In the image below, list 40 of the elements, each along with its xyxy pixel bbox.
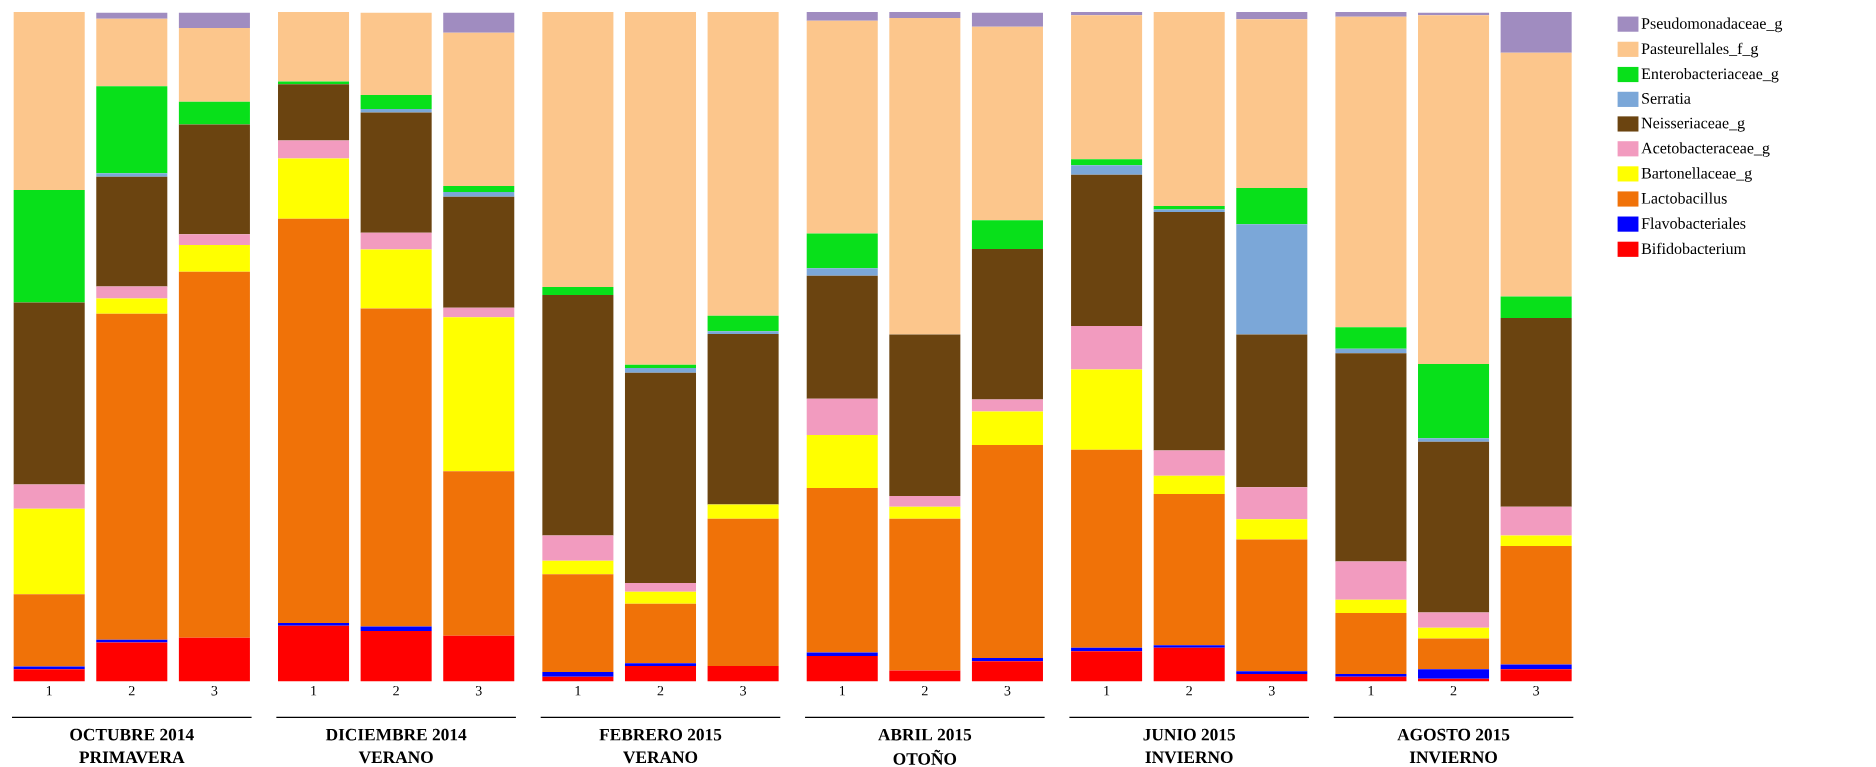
x-tick-label: 3: [1533, 686, 1540, 696]
text: ABRIL 2015: [878, 728, 972, 741]
x-tick-label: 3: [475, 686, 482, 696]
legend-label: Bartonellaceae_g: [1641, 167, 1752, 183]
text: OTOÑO: [893, 749, 957, 766]
x-tick-label: 3: [1268, 686, 1275, 696]
x-tick-label: 2: [1450, 686, 1457, 696]
x-tick-label: 1: [1104, 686, 1110, 696]
text: AGOSTO 2015: [1397, 728, 1510, 741]
legend-label: Bifidobacterium: [1641, 242, 1746, 255]
x-tick-label: 1: [46, 686, 52, 696]
text: DICIEMBRE 2014: [325, 728, 467, 741]
text: PRIMAVERA: [79, 751, 185, 764]
text: VERANO: [358, 751, 433, 764]
x-tick-label: 2: [921, 686, 928, 696]
x-tick-label: 1: [1368, 686, 1374, 696]
text: JUNIO 2015: [1143, 728, 1236, 741]
legend-label: Enterobacteriaceae_g: [1641, 68, 1779, 83]
x-tick-label: 2: [1186, 686, 1192, 696]
legend-label: Lactobacillus: [1641, 192, 1727, 204]
x-tick-label: 1: [575, 686, 581, 696]
legend-label: Pseudomonadaceae_g: [1641, 17, 1783, 33]
text: INVIERNO: [1145, 751, 1233, 764]
x-tick-label: 3: [740, 686, 747, 696]
legend-label: Flavobacteriales: [1641, 217, 1746, 229]
x-tick-label: 2: [657, 686, 664, 696]
x-tick-label: 2: [128, 686, 135, 696]
legend-label: Serratia: [1642, 93, 1691, 104]
legend-label: Pasteurellales_f_g: [1641, 42, 1759, 58]
legend-label: Neisseriaceae_g: [1641, 117, 1745, 132]
text: OCTUBRE 2014: [70, 728, 194, 741]
text: FEBRERO 2015: [599, 728, 722, 741]
text: INVIERNO: [1409, 751, 1497, 764]
x-tick-label: 2: [393, 686, 399, 696]
x-tick-label: 1: [311, 686, 317, 696]
x-tick-label: 3: [211, 686, 218, 696]
legend-label: Acetobacteraceae_g: [1641, 142, 1770, 157]
x-tick-label: 3: [1004, 686, 1011, 696]
x-tick-label: 1: [839, 686, 845, 696]
text: VERANO: [623, 751, 698, 764]
